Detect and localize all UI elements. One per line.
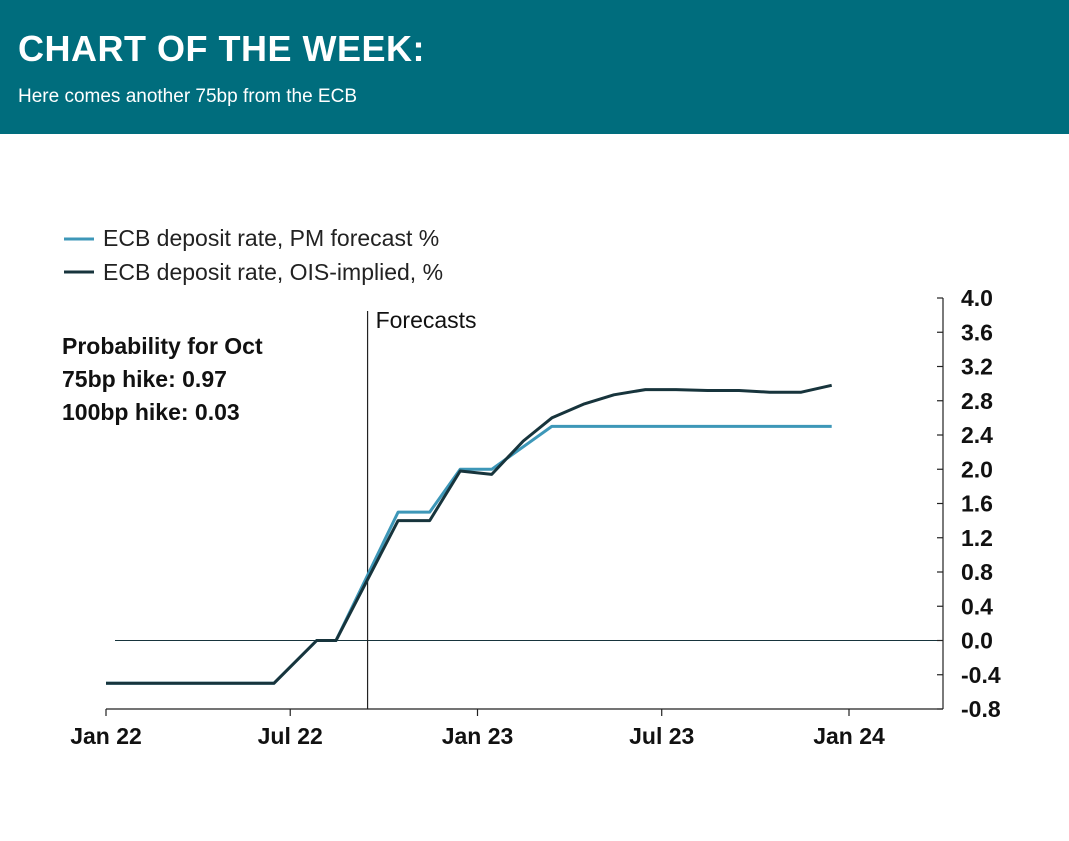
probability-100bp: 100bp hike: 0.03 bbox=[62, 399, 240, 425]
probability-75bp: 75bp hike: 0.97 bbox=[62, 366, 227, 392]
legend-label-ois: ECB deposit rate, OIS-implied, % bbox=[103, 259, 443, 285]
probability-heading: Probability for Oct bbox=[62, 333, 263, 359]
y-tick-label: 4.0 bbox=[961, 285, 993, 311]
series-line-ois-implied bbox=[106, 383, 833, 685]
header-banner: CHART OF THE WEEK: Here comes another 75… bbox=[0, 0, 1069, 134]
y-tick-label: 3.2 bbox=[961, 354, 993, 380]
forecasts-label: Forecasts bbox=[376, 307, 477, 333]
y-tick-label: 0.4 bbox=[961, 593, 993, 619]
y-tick-label: 1.6 bbox=[961, 491, 993, 517]
legend-label-pm: ECB deposit rate, PM forecast % bbox=[103, 225, 439, 251]
chart-legend: ECB deposit rate, PM forecast % ECB depo… bbox=[64, 225, 443, 285]
x-tick-label: Jul 22 bbox=[258, 723, 323, 749]
page-subtitle: Here comes another 75bp from the ECB bbox=[18, 86, 358, 107]
x-tick-label: Jan 22 bbox=[70, 723, 142, 749]
y-tick-label: -0.8 bbox=[961, 696, 1001, 722]
x-tick-label: Jul 23 bbox=[629, 723, 694, 749]
x-tick-label: Jan 24 bbox=[813, 723, 885, 749]
y-tick-label: 0.0 bbox=[961, 628, 993, 654]
x-axis: Jan 22 Jul 22 Jan 23 Jul 23 Jan 24 bbox=[70, 708, 943, 749]
y-tick-label: 2.4 bbox=[961, 422, 993, 448]
probability-annotation: Probability for Oct 75bp hike: 0.97 100b… bbox=[62, 333, 263, 425]
y-axis: 4.0 3.6 3.2 2.8 2.4 2.0 1.6 1.2 0.8 0.4 0.0 -0.4 -0.… bbox=[937, 285, 1001, 722]
series-layer bbox=[106, 383, 833, 685]
y-tick-label: 0.8 bbox=[961, 559, 993, 585]
series-line-pm-forecast bbox=[106, 424, 832, 685]
x-tick-label: Jan 23 bbox=[442, 723, 514, 749]
y-tick-label: 2.0 bbox=[961, 456, 993, 482]
y-tick-label: -0.4 bbox=[961, 662, 1001, 688]
y-tick-label: 1.2 bbox=[961, 525, 993, 551]
y-tick-label: 2.8 bbox=[961, 388, 993, 414]
y-tick-label: 3.6 bbox=[961, 319, 993, 345]
page-title: CHART OF THE WEEK: bbox=[18, 28, 425, 69]
